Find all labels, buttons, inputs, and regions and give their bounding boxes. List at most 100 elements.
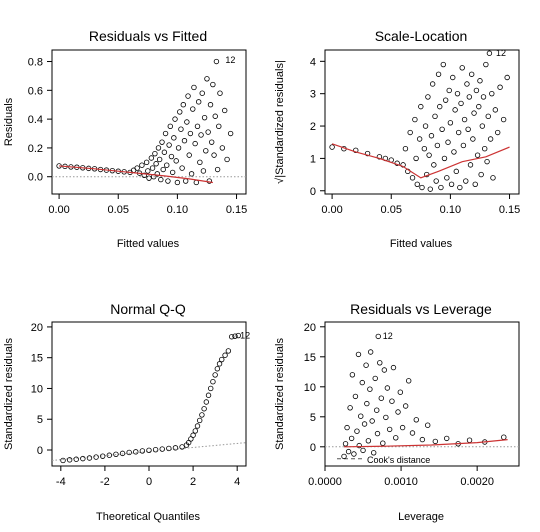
residuals-vs-fitted-point (181, 138, 188, 144)
scale-location-point (500, 116, 507, 123)
residuals-vs-fitted-xtick-label: 0.00 (48, 204, 69, 216)
scale-location-point (412, 116, 418, 123)
scale-location-point (402, 145, 409, 152)
scale-location-point (486, 50, 493, 56)
residuals-vs-fitted-xtick-label: 0.15 (226, 204, 247, 216)
residuals-vs-fitted-point (211, 152, 217, 158)
residuals-vs-leverage-point (393, 435, 399, 441)
residuals-vs-fitted-point (172, 116, 178, 122)
residuals-vs-leverage-point (360, 447, 366, 454)
residuals-vs-fitted-point (216, 123, 222, 130)
residuals-vs-fitted-ytick-label: 0.8 (28, 57, 43, 69)
panel-residuals-vs-leverage: Residuals vs Leverage Leverage Standardi… (274, 301, 520, 523)
normal-qq-ytick-label: 5 (37, 414, 43, 426)
residuals-vs-fitted-point (160, 166, 166, 173)
residuals-vs-leverage-point (365, 438, 372, 444)
normal-qq-point (235, 332, 241, 339)
residuals-vs-leverage-point (466, 437, 473, 443)
scale-location-point (474, 152, 481, 158)
residuals-vs-fitted-point (186, 152, 192, 158)
residuals-vs-fitted-point (194, 123, 201, 130)
scale-location-point (429, 81, 436, 87)
scale-location-point (460, 142, 467, 149)
residuals-vs-leverage-point (344, 424, 350, 431)
residuals-vs-leverage-point (349, 372, 356, 378)
residuals-vs-leverage-point (444, 435, 450, 442)
normal-qq-point (192, 428, 198, 434)
residuals-vs-leverage-cooks-distance-label: Cook's distance (367, 455, 430, 465)
residuals-vs-leverage-point (409, 430, 416, 436)
scale-location-point (446, 87, 452, 94)
normal-qq-point (66, 457, 73, 463)
residuals-vs-fitted-point (204, 76, 210, 82)
normal-qq-ytick-label: 0 (37, 445, 43, 457)
scale-location-point (485, 113, 491, 120)
residuals-vs-leverage-xtick-label: 0.0000 (308, 476, 342, 488)
normal-qq-point (100, 453, 106, 459)
scale-location-point (431, 162, 437, 168)
residuals-vs-fitted-point (197, 159, 203, 166)
scale-location-point (329, 144, 335, 150)
scale-location-point (437, 103, 443, 110)
scale-location-point (439, 126, 445, 132)
normal-qq-xtick-label: 2 (190, 476, 196, 488)
residuals-vs-leverage-point (356, 442, 362, 449)
scale-location-point (461, 116, 468, 123)
normal-qq-point (208, 385, 214, 392)
scale-location-point (422, 123, 429, 129)
normal-qq-point (113, 451, 119, 458)
residuals-vs-fitted-point (165, 178, 171, 184)
residuals-vs-leverage-ytick-label: 20 (304, 322, 316, 334)
residuals-vs-leverage-point (342, 441, 349, 447)
residuals-vs-fitted-point (222, 107, 228, 114)
residuals-vs-leverage-point (425, 422, 431, 428)
residuals-vs-fitted-point (179, 165, 185, 171)
residuals-vs-fitted-point (156, 156, 163, 163)
residuals-vs-leverage-point (501, 434, 507, 440)
scale-location-point (376, 154, 383, 160)
normal-qq-point (210, 378, 216, 385)
scale-location-point (479, 123, 486, 129)
normal-qq-point (166, 445, 172, 452)
residuals-vs-fitted-point (149, 165, 156, 171)
scale-location-point (466, 94, 473, 100)
residuals-vs-fitted-point (210, 81, 216, 88)
normal-qq-point (60, 457, 66, 464)
residuals-vs-leverage-point (355, 351, 362, 358)
residuals-vs-fitted-point (175, 145, 182, 151)
scale-location-point (453, 168, 460, 175)
normal-qq-point (203, 399, 210, 405)
residuals-vs-leverage-point (352, 393, 359, 400)
residuals-vs-fitted-point (217, 90, 223, 96)
scale-location-point (504, 74, 510, 81)
normal-qq-point (106, 452, 113, 458)
residuals-vs-fitted-plot-box (51, 49, 247, 195)
residuals-vs-leverage-point (372, 375, 378, 382)
residuals-vs-leverage-point (361, 421, 368, 427)
scale-location-point (463, 178, 469, 184)
scale-location-point (492, 107, 499, 113)
scale-location-xlabel: Fitted values (390, 238, 453, 250)
scale-location-point (450, 74, 456, 81)
scale-location-point (480, 94, 487, 100)
scale-location-point (427, 186, 433, 192)
scale-location-ytick-label: 0 (310, 186, 316, 198)
normal-qq-xtick-label: 4 (234, 476, 240, 488)
residuals-vs-fitted-point (161, 149, 168, 155)
scale-location-ytick-label: 1 (310, 153, 316, 165)
residuals-vs-fitted-point (188, 171, 195, 177)
scale-location-point (497, 84, 503, 90)
scale-location-point (455, 129, 462, 136)
residuals-vs-leverage-point (341, 453, 347, 460)
residuals-vs-leverage-point (383, 414, 389, 421)
scale-location-point-annotation: 12 (496, 48, 506, 58)
residuals-vs-leverage-point (419, 436, 426, 443)
residuals-vs-fitted-ytick-label: 0.4 (28, 114, 43, 126)
residuals-vs-fitted-point (193, 179, 200, 186)
residuals-vs-fitted-point (219, 145, 226, 151)
residuals-vs-leverage-ytick-label: 10 (304, 382, 316, 394)
normal-qq-point-annotation: 12 (240, 331, 250, 341)
residuals-vs-leverage-point (432, 438, 439, 445)
residuals-vs-fitted-point (199, 90, 205, 96)
